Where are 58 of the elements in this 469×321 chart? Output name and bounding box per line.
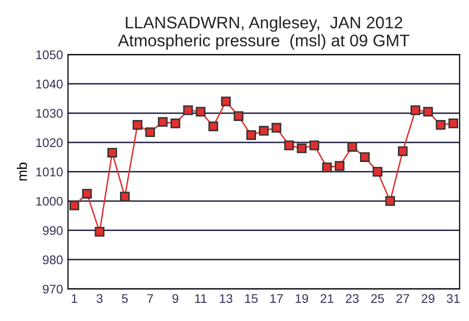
x-tick-label: 1 (72, 294, 78, 303)
x-tick-label: 15 (245, 294, 258, 303)
y-tick-label: 1000 (36, 196, 63, 206)
x-tick-label: 11 (195, 294, 207, 303)
point (196, 106, 206, 117)
point (158, 117, 168, 127)
point (120, 192, 130, 202)
point (234, 111, 244, 121)
x-tick-label: 27 (396, 294, 410, 303)
x-tick-label: 7 (147, 294, 153, 303)
point (145, 127, 155, 138)
y-tick-label: 970 (42, 284, 63, 294)
point (385, 196, 395, 206)
x-tick-label: 5 (122, 294, 128, 303)
point (170, 118, 180, 128)
point (132, 120, 142, 130)
x-tick-label: 25 (371, 294, 384, 303)
point (183, 105, 193, 116)
point (436, 120, 446, 130)
point (347, 142, 358, 152)
y-tick-label: 1040 (36, 80, 63, 89)
x-tick-label: 19 (296, 294, 308, 303)
x-tick-label: 9 (172, 294, 178, 303)
point (94, 226, 104, 237)
point (398, 146, 408, 156)
chart-title: LLANSADWRN, Anglesey, JAN 2012 Atmospheric pressure (msl) at 09 GMT (118, 16, 410, 50)
point (82, 188, 92, 199)
y-tick-label: 990 (42, 226, 63, 235)
y-tick-label: 1030 (36, 108, 63, 118)
y-tick-label: 1050 (36, 50, 63, 60)
point (448, 118, 458, 128)
point (372, 166, 382, 177)
x-tick-label: 21 (320, 294, 334, 303)
point (272, 122, 282, 133)
point (309, 140, 320, 150)
point (208, 121, 218, 132)
point (322, 162, 332, 172)
point (360, 152, 370, 162)
point (296, 143, 307, 154)
y-tick-label: 1010 (36, 168, 63, 176)
x-tick-label: 3 (96, 294, 103, 303)
x-tick-label: 29 (422, 294, 434, 303)
point (258, 126, 269, 136)
point (246, 130, 256, 140)
y-axis-title: mb (16, 162, 28, 180)
y-tick-label: 1020 (36, 138, 63, 148)
point (423, 106, 433, 117)
y-tick-label: 980 (42, 255, 63, 264)
point (410, 105, 420, 116)
x-tick-label: 23 (346, 294, 359, 303)
x-tick-label: 13 (220, 294, 232, 303)
x-tick-label: 31 (446, 294, 460, 303)
point (334, 161, 344, 171)
point (221, 96, 231, 106)
point (284, 140, 294, 150)
x-tick-label: 17 (270, 294, 283, 303)
point (69, 200, 80, 210)
point (107, 148, 118, 158)
